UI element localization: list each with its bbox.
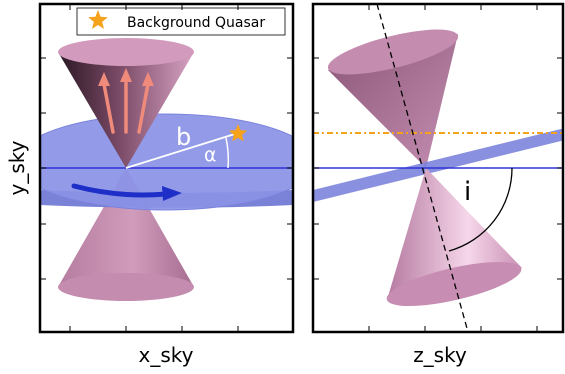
lower-cone-inclined [386, 168, 522, 306]
label-i: i [464, 177, 471, 207]
impact-parameter-line [125, 132, 239, 169]
lower-cone [58, 168, 194, 301]
left-panel-ticks [40, 4, 293, 332]
legend: Background Quasar [76, 7, 286, 36]
upper-cone-inclined [327, 29, 459, 168]
right-panel: i z_sky [311, 2, 565, 367]
y-axis-label: y_sky [5, 140, 29, 195]
right-panel-ticks [313, 4, 563, 332]
inclination-arc [448, 167, 513, 252]
label-alpha: α [204, 144, 217, 166]
cone-axis-line [376, 4, 469, 332]
x-axis-label: x_sky [139, 343, 194, 367]
outflow-arrows-icon [102, 78, 150, 134]
rotation-arrow-icon [71, 183, 182, 201]
label-b: b [176, 123, 191, 151]
galaxy-disk-edge-on [313, 128, 563, 202]
legend-star-icon [88, 10, 108, 29]
alpha-arc [225, 137, 230, 169]
left-panel: b α Background Quasar x_sky y_sky [5, 2, 295, 367]
z-axis-label: z_sky [413, 343, 467, 367]
legend-label: Background Quasar [127, 15, 265, 31]
quasar-star-icon [228, 123, 248, 142]
